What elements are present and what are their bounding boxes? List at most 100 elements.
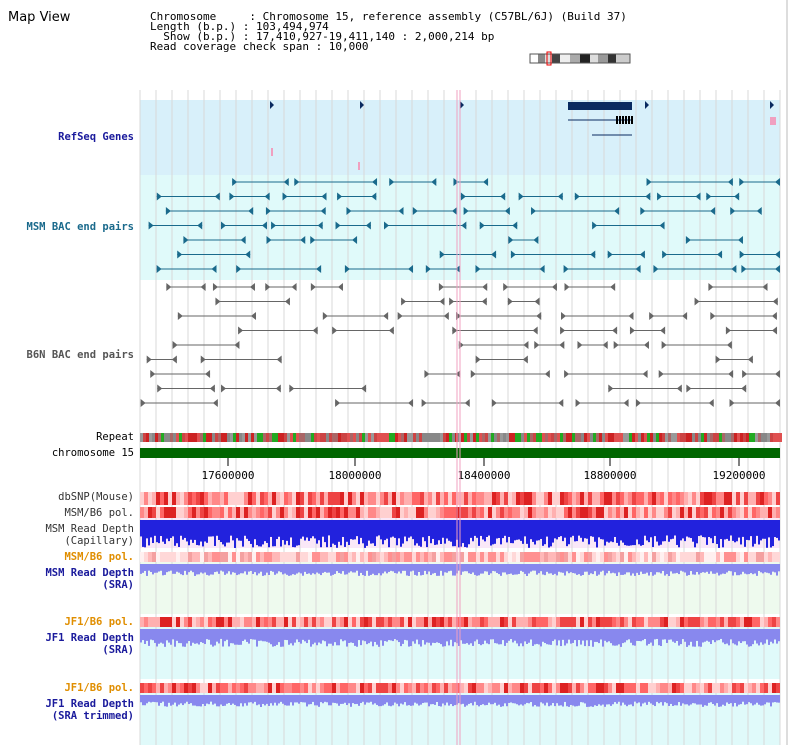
jf1-sra-depth-bar <box>260 629 262 641</box>
dbsnp-cell <box>196 492 200 505</box>
msm-pol-sra-cell <box>612 552 616 562</box>
msm-pol-sra-cell <box>624 552 628 562</box>
jf1-pol-trim-cell <box>776 683 780 693</box>
msm-pol-sra-cell <box>476 552 480 562</box>
capillary-depth-bar <box>382 520 384 545</box>
msm-pol-cell <box>596 507 600 518</box>
msm-read-depth-capillary-label[interactable]: MSM Read Depth <box>45 523 134 535</box>
dbsnp-cell <box>568 492 572 505</box>
msm-pair-end <box>321 192 327 201</box>
jf1-pol-trim-cell <box>740 683 744 693</box>
capillary-depth-bar <box>626 520 628 546</box>
jf1-trim-depth-bar <box>464 695 466 707</box>
capillary-depth-bar <box>542 520 544 546</box>
repeat-seg <box>572 433 575 442</box>
b6n-bac-label[interactable]: B6N BAC end pairs <box>26 349 134 361</box>
msm-bac-label[interactable]: MSM BAC end pairs <box>26 221 134 233</box>
jf1-sra-depth-bar <box>454 629 456 643</box>
b6n-pair-end <box>658 370 664 378</box>
msm-b6-pol-label[interactable]: MSM/B6 pol. <box>64 507 134 519</box>
jf1-read-depth-trimmed-label[interactable]: JF1 Read Depth <box>45 698 134 710</box>
jf1-read-depth-sra-label[interactable]: JF1 Read Depth <box>45 632 134 644</box>
msm-read-depth-sra-label[interactable]: MSM Read Depth <box>45 567 134 579</box>
msm-sra-depth-bar <box>712 564 714 574</box>
jf1-trim-depth-bar <box>296 695 298 703</box>
dbsnp-label[interactable]: dbSNP(Mouse) <box>58 491 134 503</box>
msm-sra-depth-bar <box>290 564 292 576</box>
msm-sra-depth-bar <box>648 564 650 576</box>
capillary-depth-bar <box>512 520 514 544</box>
jf1-trim-depth-bar <box>634 695 636 702</box>
jf1-sra-depth-bar <box>558 629 560 641</box>
msm-pol-sra-cell <box>512 552 516 562</box>
jf1-pol-trim-cell <box>380 683 384 693</box>
jf1-sra-depth-bar <box>360 629 362 646</box>
jf1-trim-depth-bar <box>212 695 214 705</box>
msm-bac-pairs <box>148 178 780 273</box>
jf1-pol-trim-cell <box>580 683 584 693</box>
jf1-sra-depth-bar <box>622 629 624 644</box>
msm-sra-depth-bar <box>168 564 170 572</box>
jf1-sra-depth-bar <box>654 629 656 640</box>
msm-pol-cell <box>712 507 716 518</box>
jf1-trim-depth-bar <box>446 695 448 703</box>
capillary-depth-bar <box>770 520 772 548</box>
msm-pair-end <box>240 236 246 244</box>
capillary-depth-bar <box>304 520 306 541</box>
jf1-trim-depth-bar <box>606 695 608 705</box>
jf1-sra-depth-bar <box>348 629 350 644</box>
msm-sra-depth-bar <box>538 564 540 574</box>
jf1-sra-depth-bar <box>552 629 554 642</box>
jf1-trim-depth-bar <box>552 695 554 704</box>
jf1-trim-depth-bar <box>564 695 566 702</box>
repeat-seg <box>662 433 665 442</box>
jf1-sra-depth-bar <box>550 629 552 645</box>
msm-pol-sra-cell <box>468 552 472 562</box>
jf1-trim-depth-bar <box>232 695 234 704</box>
jf1-trim-depth-bar <box>726 695 728 703</box>
jf1-trim-depth-bar <box>362 695 364 702</box>
repeat-seg <box>296 433 299 442</box>
msm-sra-depth-bar <box>368 564 370 576</box>
b6n-pair-end <box>560 326 566 335</box>
jf1-b6-pol-label[interactable]: JF1/B6 pol. <box>64 616 134 628</box>
capillary-depth-bar <box>266 520 268 543</box>
msm-sra-depth-bar <box>480 564 482 574</box>
repeat-seg <box>362 433 365 442</box>
repeat-seg <box>356 433 359 442</box>
capillary-depth-bar <box>458 520 460 548</box>
jf1-trim-depth-bar <box>506 695 508 707</box>
msm-sra-depth-bar <box>608 564 610 571</box>
capillary-depth-bar <box>738 520 740 538</box>
msm-pol-cell <box>708 507 712 518</box>
msm-pol-sra-cell <box>668 552 672 562</box>
repeat-seg <box>443 433 446 442</box>
repeat-seg <box>431 433 434 442</box>
msm-b6-pol-sra-label[interactable]: MSM/B6 pol. <box>64 551 134 563</box>
jf1-trim-depth-bar <box>644 695 646 703</box>
jf1-trim-depth-bar <box>608 695 610 705</box>
refseq-genes-label[interactable]: RefSeq Genes <box>58 131 134 143</box>
msm-sra-depth-bar <box>234 564 236 573</box>
jf1-b6-pol-trimmed-label[interactable]: JF1/B6 pol. <box>64 682 134 694</box>
msm-pol-cell <box>428 507 432 518</box>
msm-pol-sra-cell <box>256 552 260 562</box>
jf1-sra-depth-bar <box>482 629 484 645</box>
capillary-depth-bar <box>550 520 552 547</box>
msm-pol-sra-cell <box>188 552 192 562</box>
b6n-pair-end <box>507 297 513 306</box>
jf1-pol-trim-cell <box>768 683 772 693</box>
b6n-pair-end <box>205 370 211 378</box>
msm-pol-sra-cell <box>404 552 408 562</box>
capillary-depth-bar <box>726 520 728 539</box>
b6n-pair-end <box>682 312 688 320</box>
repeat-seg <box>521 433 524 442</box>
jf1-sra-depth-bar <box>184 629 186 647</box>
jf1-pol-trim-cell <box>480 683 484 693</box>
jf1-sra-depth-bar <box>250 629 252 640</box>
repeat-seg <box>179 433 182 442</box>
msm-sra-depth-bar <box>586 564 588 572</box>
msm-sra-depth-bar <box>382 564 384 574</box>
jf1-sra-depth-bar <box>296 629 298 640</box>
jf1-pol-cell <box>728 617 732 627</box>
